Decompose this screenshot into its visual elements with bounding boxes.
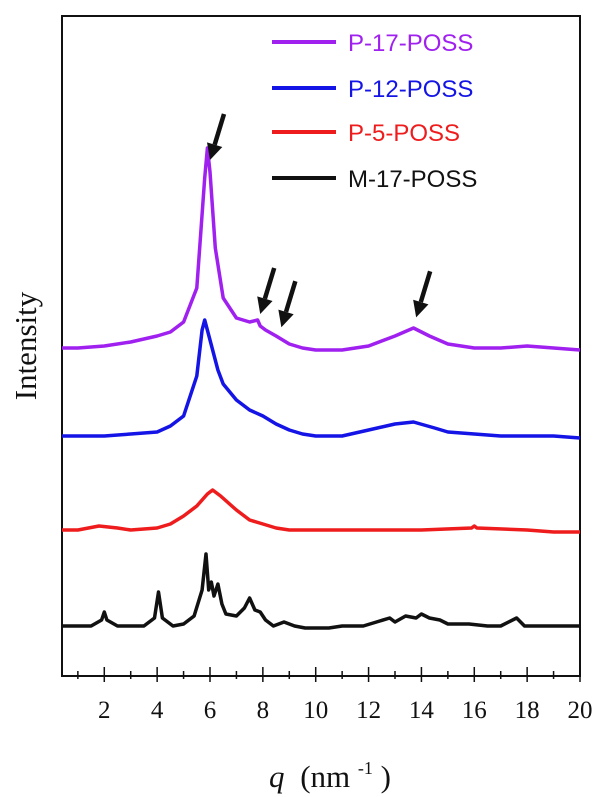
- legend-label: M-17-POSS: [348, 166, 477, 193]
- annotation-arrow: [207, 113, 227, 160]
- series-layer: [62, 146, 581, 630]
- x-tick-label: 12: [356, 697, 381, 724]
- legend-label: P-12-POSS: [348, 76, 473, 103]
- legend-entry-m-17-poss: M-17-POSS: [272, 166, 477, 193]
- x-tick-label: 6: [204, 697, 217, 724]
- x-tick-label: 8: [257, 697, 270, 724]
- x-axis-symbol: q: [269, 759, 285, 794]
- annotation-arrow: [413, 270, 433, 318]
- legend-label: P-17-POSS: [348, 30, 473, 57]
- legend-entry-p-12-poss: P-12-POSS: [272, 76, 473, 103]
- legend: P-17-POSS P-12-POSS P-5-POSS M-17-POSS: [272, 30, 477, 193]
- x-axis-unit-close: ): [381, 759, 391, 794]
- legend-entry-p-5-poss: P-5-POSS: [272, 120, 460, 147]
- x-tick-label: 16: [462, 697, 487, 724]
- x-tick-label: 4: [151, 697, 164, 724]
- legend-label: P-5-POSS: [348, 120, 460, 147]
- series-line-m-17-poss: [62, 552, 580, 630]
- legend-entry-p-17-poss: P-17-POSS: [272, 30, 473, 57]
- y-axis-label: Intensity: [8, 291, 43, 400]
- x-tick-label: 2: [98, 697, 111, 724]
- x-tick-label: 14: [409, 697, 435, 724]
- x-axis-tick-labels: 2 4 6 8 10 12 14 16 18 20: [98, 697, 592, 724]
- x-axis-unit-exponent: -1: [358, 758, 373, 778]
- x-tick-label: 18: [515, 697, 540, 724]
- x-axis-unit: (nm: [300, 759, 350, 794]
- annotation-arrows: [207, 113, 433, 328]
- plot-frame: [61, 15, 581, 677]
- x-axis-ticks: [77, 667, 581, 682]
- series-line-p-12-poss: [62, 318, 581, 440]
- x-axis-label: q (nm -1 ): [269, 746, 391, 794]
- series-line-p-5-poss: [62, 488, 580, 534]
- x-tick-label: 10: [303, 697, 328, 724]
- annotation-arrow: [257, 267, 277, 314]
- series-line-p-17-poss: [62, 146, 581, 352]
- x-tick-label: 20: [568, 697, 593, 724]
- annotation-arrow: [278, 280, 298, 328]
